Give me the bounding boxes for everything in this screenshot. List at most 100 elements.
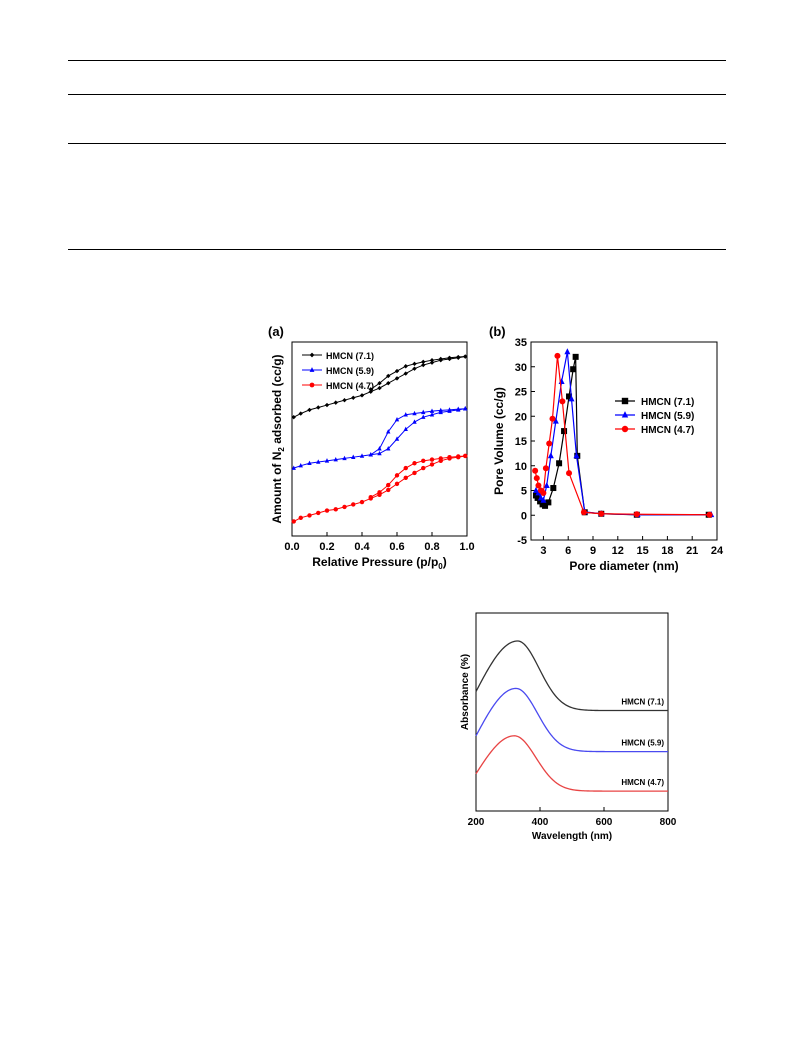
data-point-a-2 bbox=[447, 454, 452, 460]
data-point-b-1 bbox=[540, 496, 547, 503]
y-axis-label-b: Pore Volume (cc/g) bbox=[492, 387, 506, 495]
data-point-a-1 bbox=[342, 455, 347, 461]
data-point-a-0 bbox=[386, 373, 391, 379]
data-point-b-2 bbox=[533, 475, 540, 482]
data-point-a-2 bbox=[394, 481, 400, 487]
plot-frame-a bbox=[291, 341, 468, 537]
data-point-a-2 bbox=[298, 515, 303, 521]
data-point-a-2 bbox=[403, 475, 408, 480]
data-point-a-1 bbox=[438, 407, 443, 413]
data-point-a-0 bbox=[377, 381, 382, 386]
data-point-a-1 bbox=[316, 459, 321, 464]
data-point-a-0 bbox=[421, 359, 426, 365]
x-tick-label-a: 0.8 bbox=[424, 541, 439, 553]
data-point-b-2 bbox=[633, 511, 640, 518]
table-top-rule bbox=[68, 60, 726, 61]
data-point-b-0 bbox=[570, 366, 577, 373]
y-axis-label-a: Amount of N2 adsorbed (cc/g) bbox=[270, 354, 286, 523]
data-point-b-2 bbox=[546, 440, 553, 447]
data-point-a-1 bbox=[368, 452, 373, 457]
data-point-b-2 bbox=[535, 482, 542, 489]
series-line-a-1-desorption bbox=[370, 408, 466, 456]
data-point-b-0 bbox=[556, 460, 563, 467]
data-point-a-1 bbox=[403, 426, 408, 432]
data-point-b-1 bbox=[543, 481, 550, 488]
data-point-a-0 bbox=[368, 387, 373, 392]
data-point-a-2 bbox=[333, 507, 338, 512]
data-point-a-2 bbox=[429, 457, 435, 462]
data-point-a-0 bbox=[316, 405, 321, 410]
x-tick-label-a: 0.2 bbox=[319, 541, 334, 553]
data-point-a-0 bbox=[351, 395, 356, 400]
legend-label-a-0: HMCN (7.1) bbox=[326, 351, 374, 361]
series-line-c-1 bbox=[475, 687, 668, 753]
data-point-b-2 bbox=[580, 509, 587, 516]
figure-c-uv-vis-absorbance: 200 400 600 800 Wavelength (nm) Absorbance (%… bbox=[460, 612, 677, 842]
legend-label-b-1: HMCN (5.9) bbox=[641, 411, 694, 422]
x-tick-label-c: 800 bbox=[660, 817, 677, 828]
data-point-a-1 bbox=[403, 412, 408, 417]
x-tick-label-c: 200 bbox=[468, 817, 485, 828]
data-point-b-2 bbox=[554, 352, 561, 359]
data-point-a-0 bbox=[412, 361, 417, 367]
data-point-a-2 bbox=[421, 458, 426, 464]
y-tick-label-b: 5 bbox=[521, 486, 527, 498]
legend-label-b-0: HMCN (7.1) bbox=[641, 397, 694, 408]
data-point-b-0 bbox=[566, 393, 573, 400]
legend-marker-b-2 bbox=[621, 425, 629, 433]
x-tick-label-b: 3 bbox=[540, 545, 546, 557]
data-point-a-0 bbox=[298, 411, 303, 416]
data-point-a-0 bbox=[386, 381, 391, 386]
x-tick-label-b: 15 bbox=[636, 545, 648, 557]
x-tick-label-b: 18 bbox=[661, 545, 673, 557]
data-point-b-2 bbox=[559, 398, 566, 405]
x-tick-label-b: 6 bbox=[565, 545, 571, 557]
y-tick-label-b: 35 bbox=[515, 337, 527, 349]
x-tick-label-b: 24 bbox=[711, 545, 724, 557]
data-point-a-0 bbox=[403, 364, 408, 369]
table-header-rule bbox=[68, 94, 726, 95]
y-tick-label-b: 15 bbox=[515, 436, 527, 448]
legend-label-b-2: HMCN (4.7) bbox=[641, 425, 694, 436]
table-mid-rule bbox=[68, 143, 726, 144]
data-point-a-2 bbox=[291, 519, 296, 524]
data-point-a-1 bbox=[421, 414, 426, 419]
x-tick-label-a: 0.0 bbox=[284, 541, 299, 553]
data-point-a-2 bbox=[394, 473, 400, 478]
data-point-a-1 bbox=[298, 463, 303, 468]
data-point-a-0 bbox=[438, 356, 443, 362]
data-point-a-2 bbox=[412, 461, 417, 466]
data-point-a-1 bbox=[377, 446, 382, 451]
y-tick-label-b: 30 bbox=[515, 362, 527, 374]
data-point-a-1 bbox=[421, 409, 426, 415]
data-point-a-0 bbox=[463, 354, 468, 359]
data-point-b-0 bbox=[561, 428, 568, 435]
data-point-a-1 bbox=[386, 429, 391, 434]
y-tick-label-b: 20 bbox=[515, 411, 527, 423]
data-point-a-1 bbox=[394, 436, 400, 441]
data-point-b-2 bbox=[549, 415, 556, 422]
legend-marker-a-1 bbox=[309, 367, 315, 372]
y-tick-label-b: -5 bbox=[517, 535, 527, 547]
data-point-a-2 bbox=[429, 462, 435, 467]
x-tick-label-a: 1.0 bbox=[459, 541, 474, 553]
data-point-a-2 bbox=[456, 454, 461, 459]
table-bottom-rule bbox=[68, 249, 726, 250]
legend-marker-b-1 bbox=[621, 411, 629, 418]
legend-marker-a-0 bbox=[309, 352, 315, 358]
x-tick-label-a: 0.6 bbox=[389, 541, 404, 553]
data-point-a-0 bbox=[324, 402, 330, 408]
legend-marker-a-2 bbox=[309, 382, 315, 388]
data-point-b-2 bbox=[566, 470, 573, 477]
data-point-a-2 bbox=[403, 465, 408, 471]
data-point-a-1 bbox=[463, 406, 468, 411]
data-point-a-2 bbox=[359, 499, 365, 505]
data-point-a-1 bbox=[359, 453, 365, 458]
x-axis-label-c: Wavelength (nm) bbox=[532, 831, 612, 842]
data-point-a-1 bbox=[351, 454, 356, 459]
data-point-b-2 bbox=[540, 489, 547, 496]
series-label-c-0: HMCN (7.1) bbox=[621, 698, 664, 707]
x-tick-label-a: 0.4 bbox=[354, 541, 370, 553]
data-point-a-0 bbox=[429, 357, 435, 363]
legend-marker-b-0 bbox=[621, 397, 629, 405]
